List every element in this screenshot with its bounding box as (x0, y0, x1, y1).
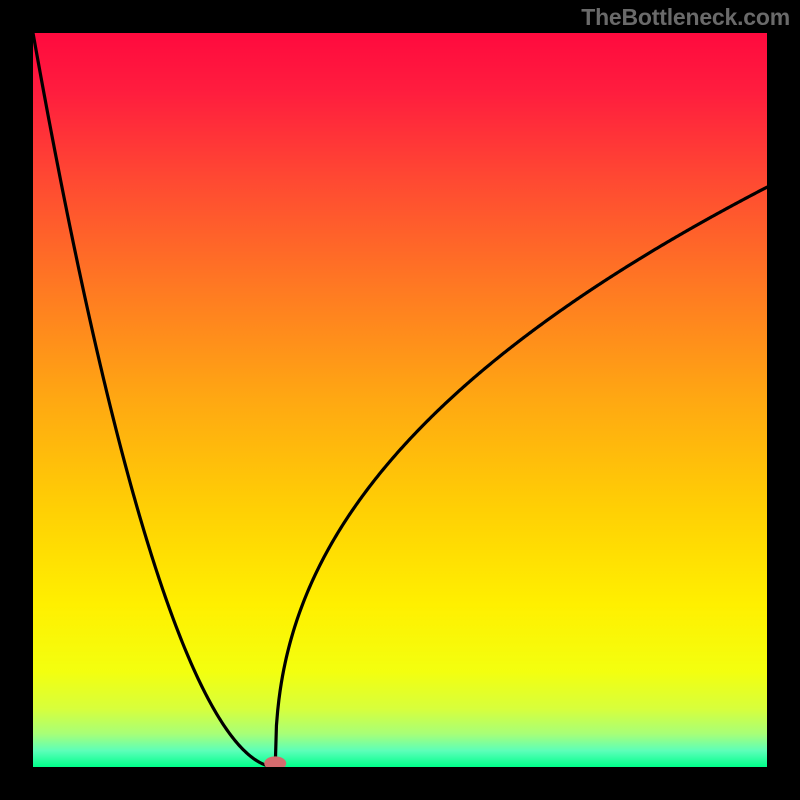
chart-svg (33, 33, 767, 767)
plot-area (33, 33, 767, 767)
watermark-text: TheBottleneck.com (581, 4, 790, 31)
gradient-background (33, 33, 767, 767)
chart-container: TheBottleneck.com (0, 0, 800, 800)
